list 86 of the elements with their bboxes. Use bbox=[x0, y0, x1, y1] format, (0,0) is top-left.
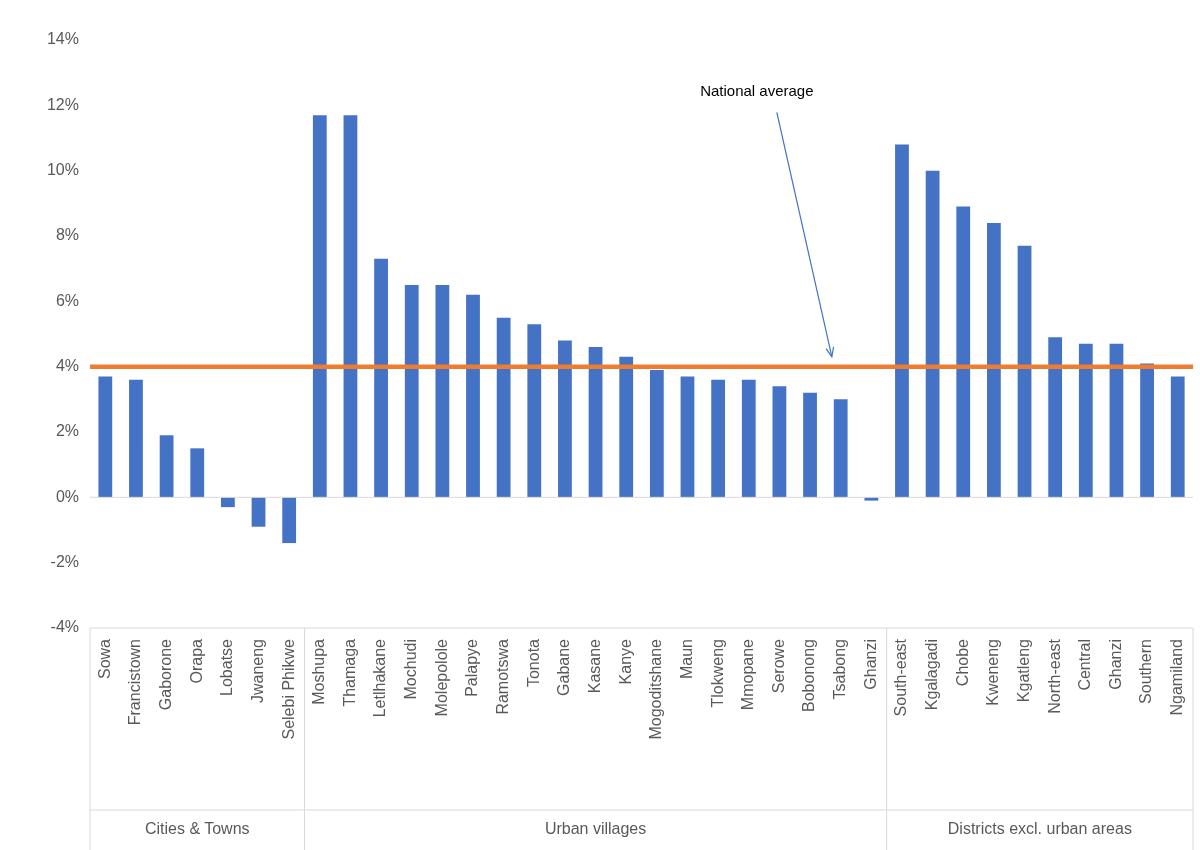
x-tick-label: Molepolole bbox=[432, 638, 450, 717]
bar bbox=[159, 435, 174, 498]
bar bbox=[588, 347, 603, 498]
x-tick-label: South-east bbox=[892, 638, 910, 717]
text: Urban villages bbox=[544, 820, 647, 838]
y-tick-label: -4% bbox=[50, 618, 79, 636]
x-tick-label: Tonota bbox=[524, 638, 542, 688]
bar bbox=[496, 317, 511, 498]
y-tick-label: 4% bbox=[55, 357, 79, 375]
x-tick-label: Mmopane bbox=[739, 638, 757, 711]
bar bbox=[1078, 343, 1093, 498]
bar bbox=[833, 399, 848, 498]
bar bbox=[251, 497, 266, 527]
bar bbox=[435, 285, 450, 498]
y-tick-label: 14% bbox=[46, 30, 79, 48]
bar bbox=[741, 379, 756, 498]
x-tick-label: Ghanzi bbox=[1106, 639, 1124, 690]
y-tick-label: 10% bbox=[46, 161, 79, 179]
x-tick-label: Thamaga bbox=[340, 638, 358, 707]
x-tick-label: Ghanzi bbox=[861, 639, 879, 690]
bar bbox=[282, 497, 297, 544]
y-tick-label: 2% bbox=[55, 422, 79, 440]
x-tick-label: Gabane bbox=[555, 638, 573, 696]
bar bbox=[987, 222, 1001, 498]
x-tick-label: Sowa bbox=[95, 638, 113, 680]
text: Cities & Towns bbox=[144, 820, 250, 838]
x-tick-label: Kweneng bbox=[984, 639, 1002, 706]
x-tick-label: Kgalagadi bbox=[923, 639, 941, 711]
x-tick-label: Kanye bbox=[616, 638, 634, 685]
x-tick-label: Chobe bbox=[953, 638, 971, 687]
bar bbox=[711, 379, 726, 498]
bar bbox=[925, 170, 940, 498]
x-tick-label: Francistown bbox=[126, 639, 144, 726]
y-tick-label: 0% bbox=[55, 487, 79, 505]
x-tick-label: Central bbox=[1076, 639, 1094, 691]
bar bbox=[1048, 337, 1063, 498]
x-tick-label: Maun bbox=[677, 639, 695, 680]
y-tick-label: -2% bbox=[50, 553, 79, 571]
bar bbox=[1017, 245, 1032, 498]
x-tick-label: Selebi Phikwe bbox=[279, 638, 297, 740]
text: Districts excl. urban areas bbox=[947, 820, 1132, 838]
y-tick-label: 8% bbox=[55, 226, 79, 244]
x-tick-label: Tlokweng bbox=[708, 639, 726, 708]
bar bbox=[803, 392, 817, 498]
bar bbox=[649, 369, 664, 498]
x-tick-label: Jwaneng bbox=[248, 639, 266, 704]
x-tick-label: Mochudi bbox=[402, 639, 420, 700]
bar bbox=[772, 386, 787, 498]
x-tick-label: Southern bbox=[1137, 639, 1155, 704]
bar bbox=[374, 258, 388, 498]
bar bbox=[619, 356, 634, 498]
x-tick-label: Bobonong bbox=[800, 639, 818, 712]
bar bbox=[129, 379, 143, 498]
x-tick-label: Tsabong bbox=[831, 639, 849, 700]
bar bbox=[220, 497, 235, 508]
bar bbox=[527, 324, 542, 498]
x-tick-label: Orapa bbox=[187, 638, 205, 684]
bar bbox=[466, 294, 480, 498]
x-tick-label: Moshupa bbox=[310, 638, 328, 705]
x-tick-label: Ramotswa bbox=[494, 638, 512, 715]
bar bbox=[864, 497, 879, 501]
x-tick-label: Mogoditshane bbox=[647, 638, 665, 740]
x-tick-label: Lobatse bbox=[218, 638, 236, 696]
bar bbox=[98, 376, 113, 498]
bar bbox=[558, 340, 572, 498]
bar bbox=[1140, 363, 1154, 498]
bar bbox=[680, 376, 695, 498]
bar bbox=[956, 206, 971, 498]
y-tick-label: 6% bbox=[55, 291, 79, 309]
bar bbox=[343, 115, 358, 498]
x-tick-label: Kgatleng bbox=[1014, 639, 1032, 703]
x-tick-label: Gaborone bbox=[157, 638, 175, 711]
x-tick-label: Letlhakane bbox=[371, 638, 389, 718]
x-tick-label: Serowe bbox=[769, 638, 787, 694]
ref-line-label: National average bbox=[700, 82, 814, 100]
bar bbox=[1170, 376, 1185, 498]
bar bbox=[404, 285, 419, 498]
bar bbox=[895, 144, 909, 498]
x-tick-label: Palapye bbox=[463, 638, 481, 697]
x-tick-label: Kasane bbox=[585, 638, 603, 694]
y-tick-label: 12% bbox=[46, 95, 79, 113]
bar bbox=[190, 448, 205, 498]
x-tick-label: North-east bbox=[1045, 638, 1063, 714]
bar bbox=[1109, 343, 1124, 498]
x-tick-label: Ngamiland bbox=[1168, 639, 1186, 716]
bar bbox=[312, 115, 327, 498]
